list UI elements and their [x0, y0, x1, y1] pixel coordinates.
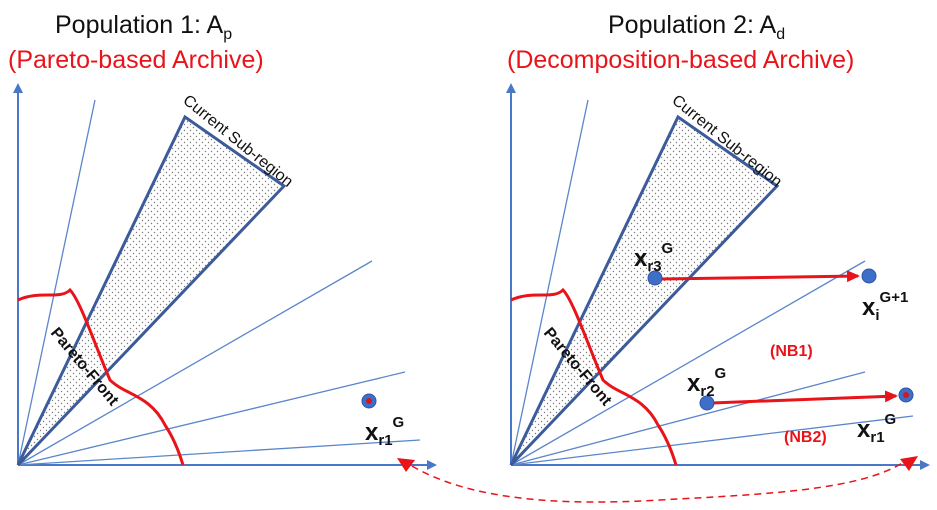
right-point-xr2-marker — [699, 395, 715, 411]
right-point-xr3-label: xr3G — [634, 240, 673, 275]
archive-exchange-arrowhead-left — [397, 458, 415, 472]
right-point-xr3: xr3G — [634, 240, 673, 286]
right-point-xi-label: xiG+1 — [862, 289, 908, 324]
right-point-xr2: xr2G — [687, 365, 726, 411]
left-panel-subtitle: (Pareto-based Archive) — [8, 46, 264, 74]
right-point-xi: xiG+1 — [861, 268, 908, 324]
arrow-xr3-to-xi — [659, 270, 860, 283]
right-current-subregion — [509, 114, 780, 467]
right-weight-vectors — [510, 99, 914, 466]
archive-exchange-arrow — [411, 461, 905, 503]
right-panel: Population 2: Ad (Decomposition-based Ar… — [506, 11, 930, 470]
right-point-xr1-label: xr1G — [857, 411, 896, 446]
left-point-xr1: xr1G — [361, 393, 404, 449]
archive-exchange-arrowhead-right — [900, 456, 918, 471]
right-point-xr1: xr1G — [857, 387, 914, 446]
left-pareto-front — [17, 287, 185, 466]
right-pareto-front — [510, 287, 678, 466]
left-panel-title: Population 1: Ap — [55, 11, 232, 43]
neighborhood-label-nb2: (NB2) — [784, 429, 827, 446]
left-title-subscript: p — [223, 26, 232, 43]
right-point-xr2-label: xr2G — [687, 365, 726, 400]
left-panel: Population 1: Ap (Pareto-based Archive) … — [8, 11, 437, 470]
neighborhood-label-nb1: (NB1) — [770, 343, 813, 360]
right-point-xr1-center — [903, 392, 909, 398]
left-current-subregion — [16, 114, 287, 467]
right-point-xr3-marker — [647, 270, 663, 286]
right-panel-title: Population 2: Ad — [608, 11, 785, 43]
right-point-xi-marker — [861, 268, 877, 284]
left-title-main: Population 1: A — [55, 11, 224, 39]
left-point-xr1-center — [366, 398, 372, 404]
right-title-subscript: d — [776, 26, 785, 43]
arrow-xr2-to-xr1 — [711, 390, 898, 405]
left-weight-vectors — [17, 99, 421, 466]
left-point-xr1-label: xr1G — [365, 414, 404, 449]
right-title-main: Population 2: A — [608, 11, 777, 39]
right-panel-subtitle: (Decomposition-based Archive) — [507, 46, 854, 74]
